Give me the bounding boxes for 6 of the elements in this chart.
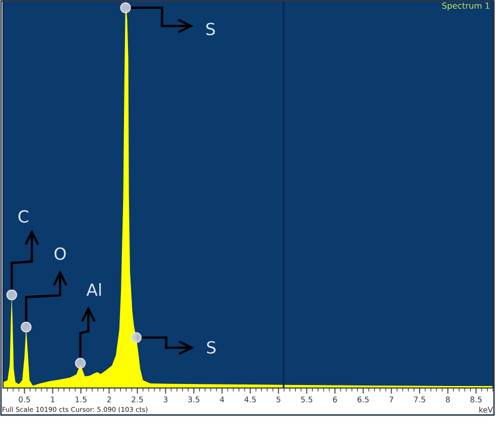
annotation: C	[18, 210, 28, 223]
annotation: S	[206, 22, 215, 36]
annotation: Al	[86, 283, 101, 296]
chart-title: Spectrum 1	[442, 2, 490, 10]
annotation: O	[54, 247, 66, 260]
annotation: S	[207, 341, 216, 354]
